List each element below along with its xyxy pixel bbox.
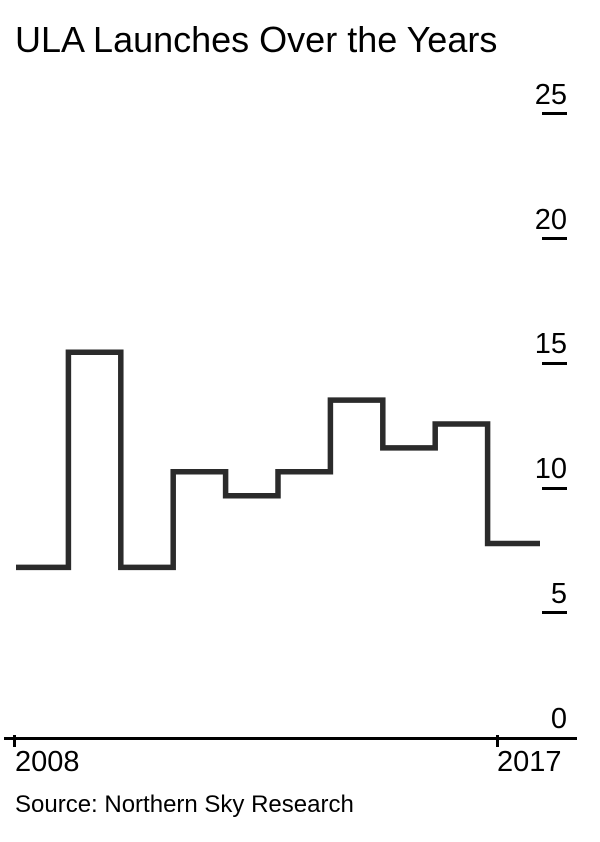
source-note: Source: Northern Sky Research	[15, 791, 354, 818]
x-axis-line	[4, 737, 577, 740]
chart-title: ULA Launches Over the Years	[15, 19, 498, 60]
y-axis-tick-mark	[542, 112, 567, 116]
y-axis-tick-mark	[542, 361, 567, 365]
step-line-series	[16, 349, 540, 571]
y-axis-tick-label: 0	[550, 702, 567, 735]
y-axis-tick-label: 10	[534, 453, 567, 485]
y-axis-tick-label: 20	[534, 203, 567, 236]
x-axis-label-2017: 2017	[497, 746, 562, 778]
x-axis-tick-2008	[13, 735, 16, 747]
y-axis-tick-mark	[542, 611, 567, 615]
x-axis-label-2008: 2008	[15, 746, 80, 778]
y-axis-tick-mark	[542, 486, 567, 490]
x-axis-tick-2017	[496, 735, 499, 747]
y-axis-tick-mark	[542, 237, 567, 240]
y-axis-tick-label: 25	[534, 78, 567, 111]
y-axis-tick-label: 5	[550, 577, 567, 610]
y-axis-tick-label: 15	[534, 328, 567, 361]
